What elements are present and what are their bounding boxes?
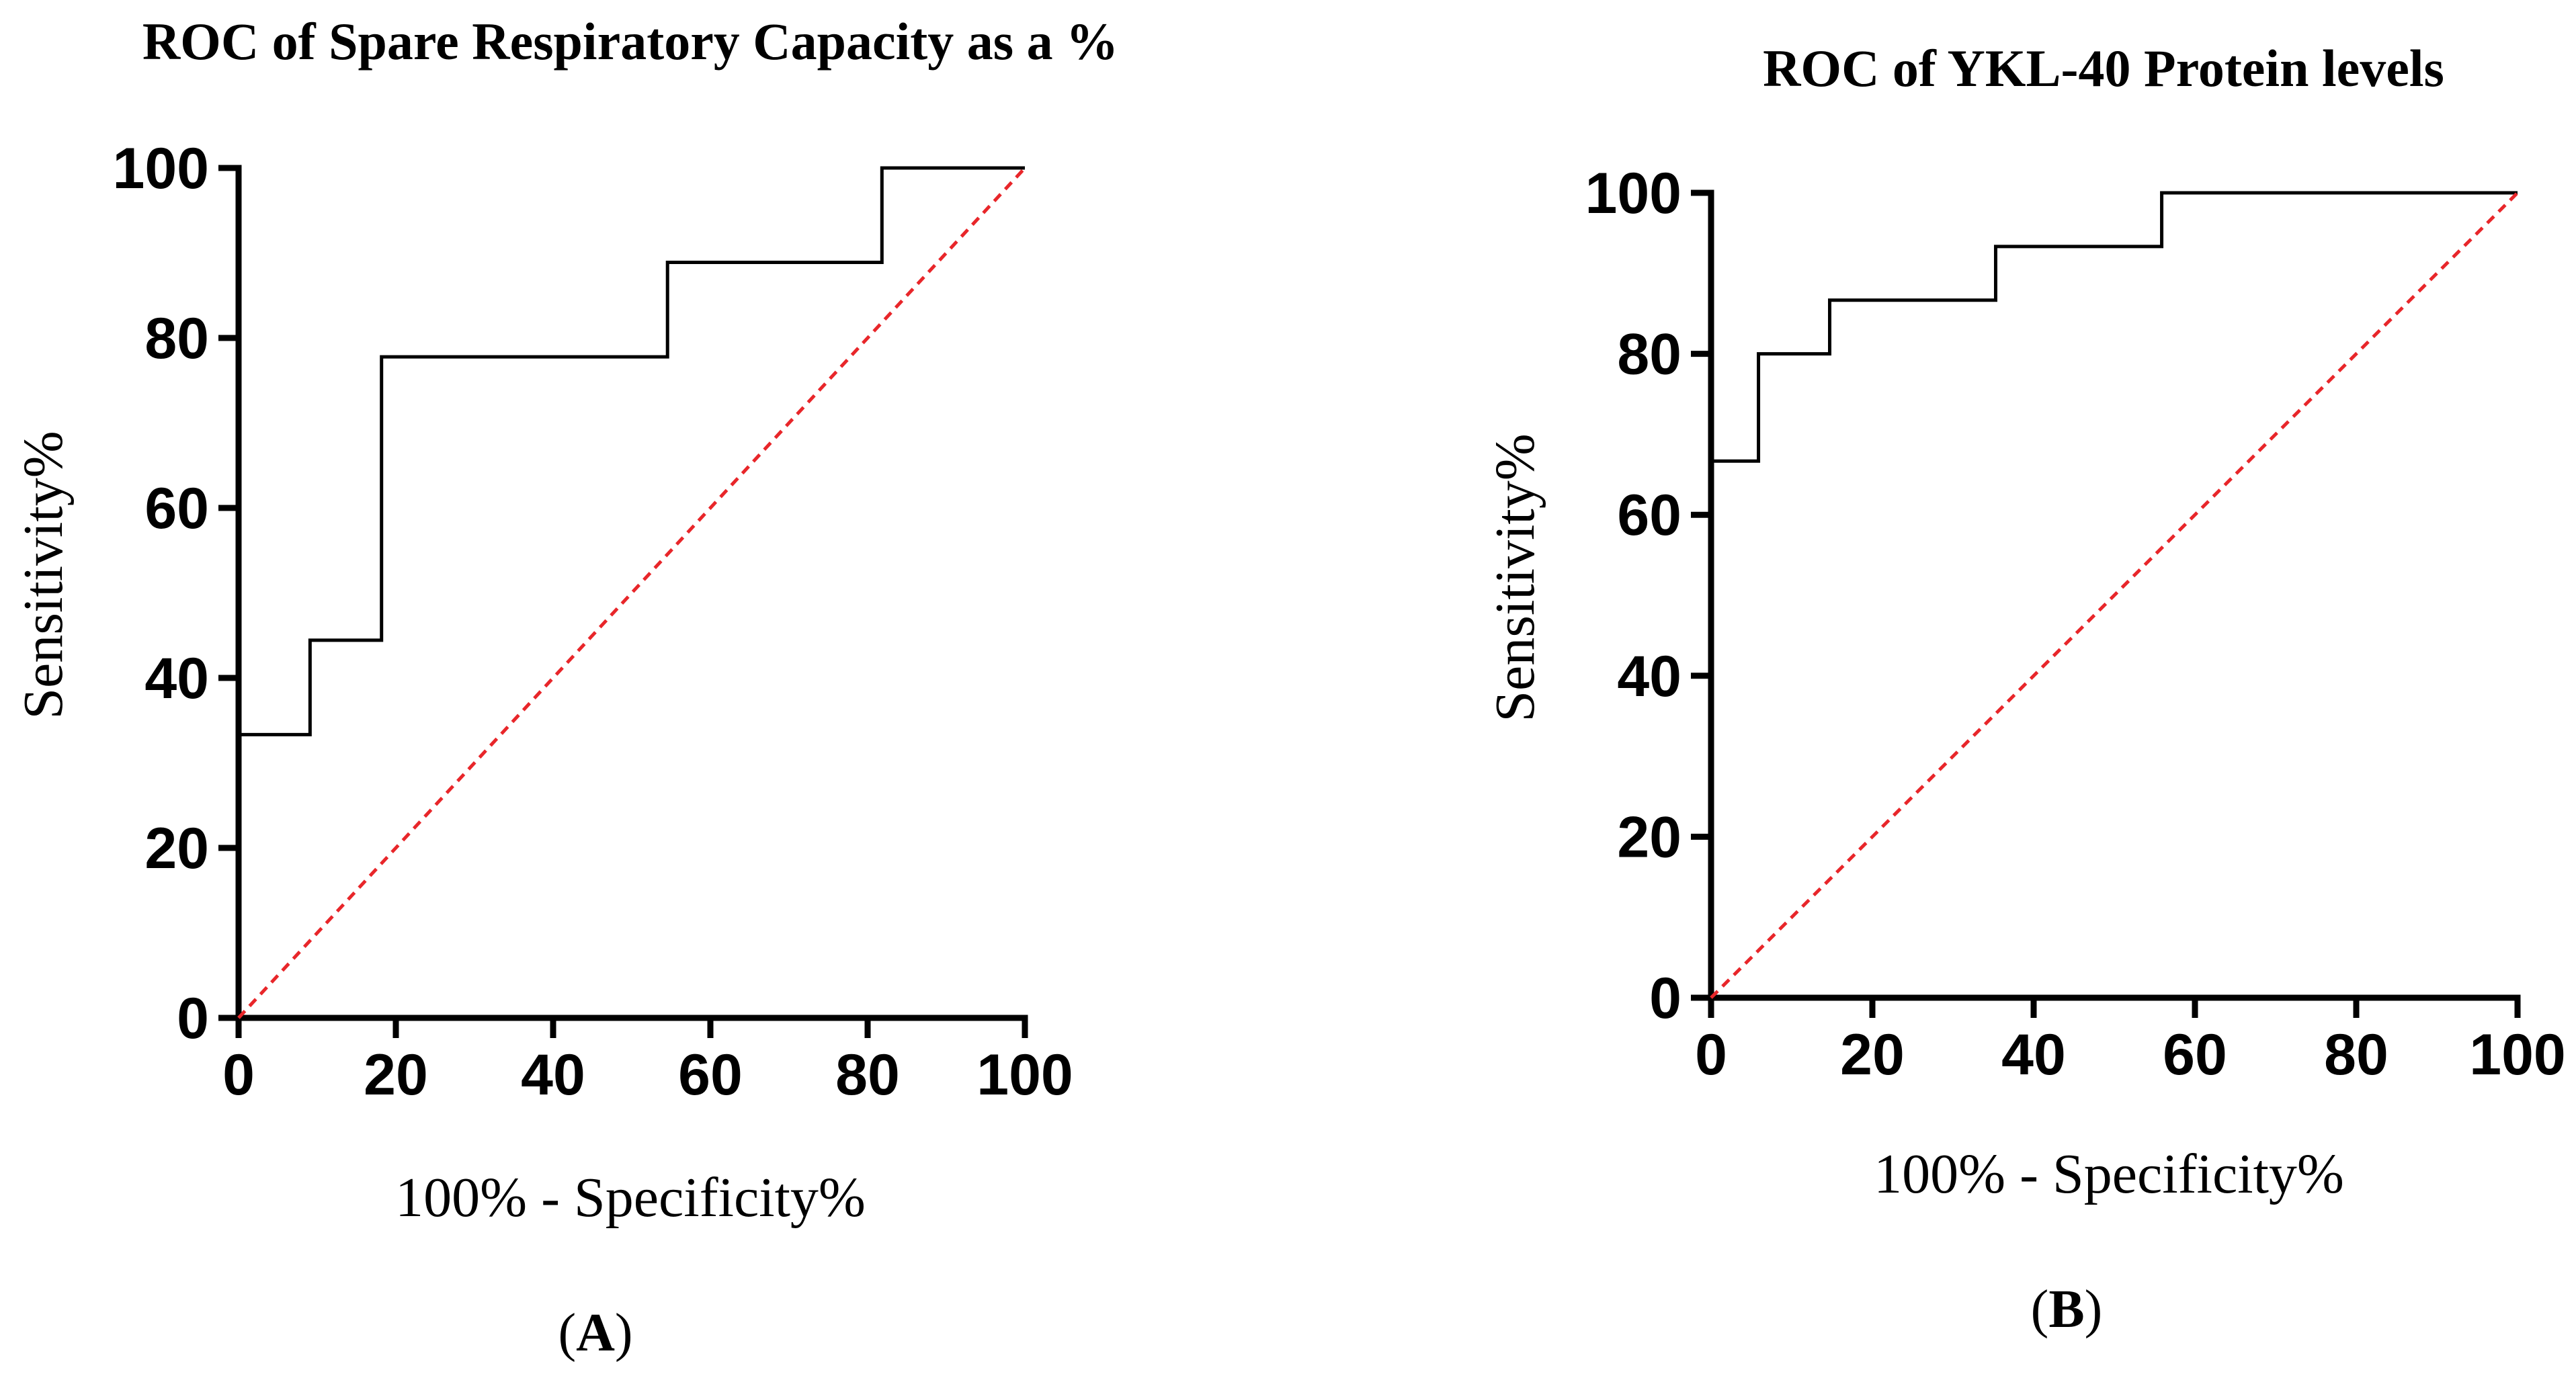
chart-b-y-tick-label: 40 — [1617, 644, 1681, 709]
chart-b: ROC of YKL-40 Protein levels 0 20 40 60 80 10… — [1484, 39, 2566, 1339]
chart-b-x-axis-label: 100% - Specificity% — [1874, 1143, 2344, 1205]
chart-a-panel-open: ( — [558, 1303, 576, 1363]
chart-b-x-tick-label: 40 — [2001, 1023, 2066, 1087]
chart-a-roc-curve — [239, 166, 1025, 736]
chart-a-panel-close: ) — [615, 1303, 633, 1363]
chart-a-panel-letter: A — [576, 1303, 615, 1363]
chart-a-x-axis-label: 100% - Specificity% — [395, 1166, 866, 1229]
chart-b-y-tick-label: 60 — [1617, 483, 1681, 548]
chart-b-reference-line — [1710, 191, 2519, 999]
chart-a-y-axis-label: Sensitivity% — [12, 431, 75, 719]
chart-a-title: ROC of Spare Respiratory Capacity as a % — [142, 12, 1118, 71]
chart-b-y-tick-label: 80 — [1617, 322, 1681, 387]
chart-b-x-tick-label: 100 — [2469, 1023, 2566, 1087]
chart-a-x-tick-label: 20 — [364, 1043, 428, 1107]
chart-a-x-tick-label: 80 — [835, 1043, 900, 1107]
chart-a-y-tick-label: 40 — [144, 646, 209, 711]
chart-b-y-tick-label: 0 — [1649, 966, 1681, 1031]
chart-b-plot-area — [1710, 191, 2519, 999]
chart-a-x-tick-label: 40 — [521, 1043, 585, 1107]
chart-b-axes: 0 20 40 60 80 100 0 20 40 60 80 100 — [1585, 161, 2566, 1087]
chart-a-plot-area — [237, 166, 1026, 1019]
chart-b-title: ROC of YKL-40 Protein levels — [1763, 39, 2444, 97]
chart-b-y-axis-label: Sensitivity% — [1484, 433, 1546, 722]
chart-b-y-tick-label: 100 — [1585, 161, 1682, 226]
chart-a-x-tick-label: 0 — [222, 1043, 255, 1107]
chart-b-panel-label: (B) — [2031, 1280, 2103, 1339]
chart-b-x-tick-label: 0 — [1695, 1023, 1727, 1087]
chart-a-reference-line — [237, 167, 1026, 1019]
chart-a-y-tick-label: 0 — [177, 986, 209, 1051]
chart-b-roc-curve — [1711, 191, 2518, 463]
chart-b-x-tick-label: 80 — [2324, 1023, 2388, 1087]
chart-a-y-tick-label: 100 — [113, 136, 210, 201]
chart-a-y-tick-label: 80 — [144, 306, 209, 371]
chart-b-y-tick-label: 20 — [1617, 805, 1681, 869]
chart-a-x-tick-label: 60 — [678, 1043, 743, 1107]
chart-b-panel-letter: B — [2048, 1280, 2084, 1339]
chart-a-x-tick-label: 100 — [977, 1043, 1073, 1107]
chart-a-y-tick-label: 20 — [144, 816, 209, 881]
chart-a-axes: 0 20 40 60 80 100 0 20 40 60 80 100 — [113, 136, 1073, 1107]
chart-a-panel-label: (A) — [558, 1303, 632, 1363]
chart-a-y-tick-label: 60 — [144, 476, 209, 541]
chart-b-x-tick-label: 20 — [1840, 1023, 1905, 1087]
chart-b-x-tick-label: 60 — [2163, 1023, 2227, 1087]
chart-b-panel-open: ( — [2031, 1280, 2049, 1339]
chart-a: ROC of Spare Respiratory Capacity as a %… — [12, 12, 1118, 1363]
chart-b-panel-close: ) — [2085, 1280, 2103, 1339]
